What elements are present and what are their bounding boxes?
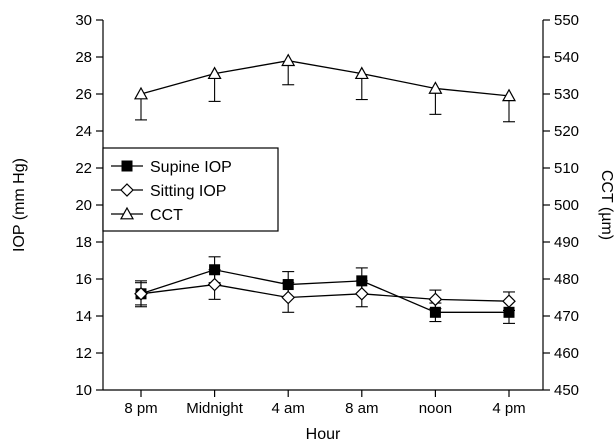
axes: 10 12 14 16 18 20 22 24 26 28 30 450 460 470 480 490 500… <box>75 12 579 417</box>
y-tick-label-right: 480 <box>554 271 579 288</box>
y-tick-label-left: 18 <box>75 234 92 251</box>
legend-label: Supine IOP <box>150 159 232 176</box>
legend-marker <box>119 206 135 220</box>
x-tick-label: 8 pm <box>124 400 157 417</box>
data-point <box>134 286 148 301</box>
data-point <box>207 277 222 292</box>
y-tick-label-left: 22 <box>75 160 92 177</box>
y-tick-label-right: 500 <box>554 197 579 214</box>
y-tick-label-left: 14 <box>75 308 92 325</box>
data-point <box>281 290 296 305</box>
series-line <box>140 269 509 313</box>
series-cct <box>133 53 517 123</box>
legend-marker <box>120 183 134 197</box>
series-supine-iop <box>135 256 515 324</box>
data-point <box>207 66 222 80</box>
y-tick-label-left: 24 <box>75 123 92 140</box>
y-tick-label-right: 470 <box>554 308 579 325</box>
y-tick-label-right: 490 <box>554 234 579 251</box>
data-point <box>354 286 369 301</box>
series-layer <box>133 53 517 324</box>
y-tick-label-left: 28 <box>75 49 92 66</box>
series-line <box>140 283 510 302</box>
x-tick-label: 4 am <box>272 400 305 417</box>
legend-label: CCT <box>150 207 183 224</box>
series-line <box>140 60 510 97</box>
y-tick-label-left: 26 <box>75 86 92 103</box>
data-point <box>428 292 443 307</box>
series-sitting-iop <box>134 269 516 313</box>
y-tick-label-right: 460 <box>554 345 579 362</box>
y-tick-label-left: 30 <box>75 12 92 29</box>
data-point <box>354 66 369 80</box>
y-tick-label-left: 20 <box>75 197 92 214</box>
data-point <box>501 88 517 102</box>
x-tick-label: 8 am <box>345 400 378 417</box>
y-tick-label-left: 10 <box>75 382 92 399</box>
x-tick-label: noon <box>419 400 452 417</box>
y-tick-label-left: 12 <box>75 345 92 362</box>
y-tick-label-right: 530 <box>554 86 579 103</box>
y-tick-label-right: 450 <box>554 382 579 399</box>
y-tick-label-right: 550 <box>554 12 579 29</box>
y-tick-label-right: 520 <box>554 123 579 140</box>
x-axis-label: Hour <box>306 426 341 443</box>
y-axis-label-left: IOP (mm Hg) <box>11 158 28 252</box>
y-tick-label-right: 510 <box>554 160 579 177</box>
y-axis-label-right: CCT (µm) <box>598 170 615 240</box>
y-tick-label-right: 540 <box>554 49 579 66</box>
data-point <box>133 86 149 100</box>
legend-label: Sitting IOP <box>150 183 226 200</box>
legend-marker <box>121 160 133 172</box>
data-point <box>281 53 296 67</box>
x-tick-label: Midnight <box>186 400 244 417</box>
data-point <box>502 294 516 309</box>
legend: Supine IOP Sitting IOP CCT <box>102 147 279 232</box>
data-point <box>428 81 443 94</box>
y-tick-label-left: 16 <box>75 271 92 288</box>
x-tick-label: 4 pm <box>492 400 525 417</box>
